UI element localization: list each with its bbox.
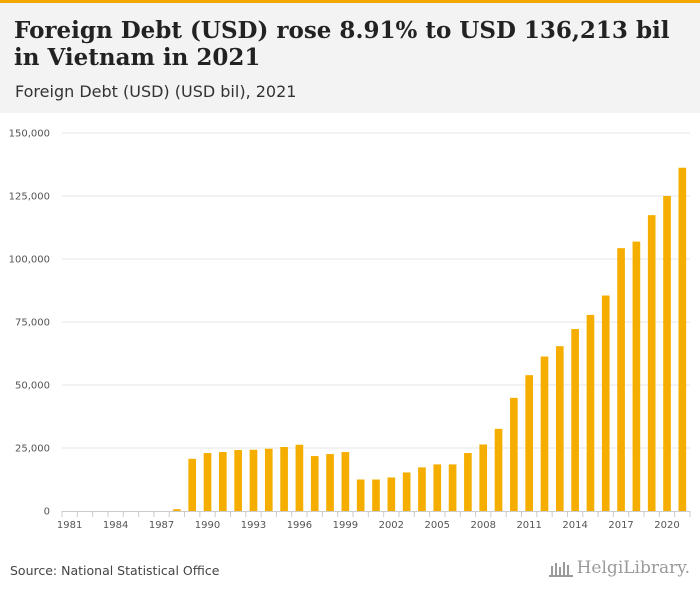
bar-2000 bbox=[356, 479, 365, 511]
bar-2002 bbox=[387, 477, 396, 511]
x-tick-label: 2017 bbox=[608, 520, 633, 531]
y-tick-label: 100,000 bbox=[9, 255, 50, 266]
chart-title: Foreign Debt (USD) rose 8.91% to USD 136… bbox=[14, 17, 670, 71]
gridlines bbox=[62, 132, 690, 449]
helgilibrary-logo[interactable]: HelgiLibrary. bbox=[548, 558, 690, 578]
bar-1999 bbox=[341, 452, 350, 511]
bar-1991 bbox=[219, 452, 227, 511]
x-tick-label: 2008 bbox=[470, 520, 495, 531]
chart-header: Foreign Debt (USD) rose 8.91% to USD 136… bbox=[0, 3, 700, 113]
library-building-icon bbox=[548, 562, 573, 577]
bar-2009 bbox=[494, 428, 503, 511]
bar-1995 bbox=[280, 446, 288, 511]
bar-1988 bbox=[173, 509, 181, 511]
x-tick-label: 2005 bbox=[425, 520, 450, 531]
bar-1989 bbox=[188, 458, 197, 511]
bar-2012 bbox=[540, 356, 549, 511]
bar-2005 bbox=[433, 464, 442, 511]
bar-2013 bbox=[555, 346, 564, 511]
bar-2016 bbox=[601, 295, 610, 511]
y-axis-tick-labels: 0 25,000 50,000 75,000 100,000 125,000 150,000 bbox=[9, 129, 50, 518]
bar-2006 bbox=[448, 464, 457, 511]
x-tick-label: 2002 bbox=[379, 520, 404, 531]
x-tick-label: 1981 bbox=[57, 520, 82, 531]
top-accent-rule bbox=[0, 0, 700, 3]
y-tick-label: 50,000 bbox=[15, 381, 50, 392]
bar-1990 bbox=[203, 453, 212, 511]
bar-2003 bbox=[402, 472, 411, 511]
x-tick-label: 2014 bbox=[562, 520, 587, 531]
bar-2004 bbox=[418, 467, 426, 511]
bar-2015 bbox=[586, 314, 595, 511]
bar-2021 bbox=[678, 167, 687, 512]
bar-2010 bbox=[510, 397, 518, 511]
bar-1997 bbox=[310, 456, 319, 511]
x-tick-label: 1999 bbox=[333, 520, 358, 531]
bars bbox=[173, 167, 687, 512]
bar-1993 bbox=[249, 449, 258, 511]
bar-2011 bbox=[525, 375, 533, 511]
x-tick-label: 1984 bbox=[103, 520, 128, 531]
x-tick-label: 1993 bbox=[241, 520, 266, 531]
bar-2017 bbox=[617, 248, 625, 511]
y-tick-label: 150,000 bbox=[9, 129, 50, 140]
x-axis: 1981 1984 1987 1990 1993 1996 1999 2002 2005 2008… bbox=[57, 511, 691, 531]
chart-subtitle: Foreign Debt (USD) (USD bil), 2021 bbox=[15, 82, 297, 101]
bar-chart: 0 25,000 50,000 75,000 100,000 125,000 150,000… bbox=[9, 129, 691, 531]
y-tick-label: 0 bbox=[44, 507, 50, 518]
bar-2014 bbox=[571, 329, 579, 511]
bar-1996 bbox=[295, 444, 304, 511]
x-tick-label: 1996 bbox=[287, 520, 312, 531]
x-tick-label: 1987 bbox=[149, 520, 174, 531]
x-tick-label: 1990 bbox=[195, 520, 220, 531]
y-tick-label: 25,000 bbox=[15, 444, 50, 455]
bar-2007 bbox=[464, 453, 472, 511]
x-tick-label: 2011 bbox=[516, 520, 541, 531]
x-tick-label: 2020 bbox=[654, 520, 679, 531]
bar-1998 bbox=[326, 454, 334, 511]
bar-2008 bbox=[479, 444, 488, 511]
bar-2018 bbox=[632, 241, 641, 511]
bar-1994 bbox=[264, 448, 273, 511]
bar-2001 bbox=[372, 479, 380, 511]
bar-2020 bbox=[663, 196, 671, 511]
bar-2019 bbox=[647, 215, 656, 511]
source-note: Source: National Statistical Office bbox=[10, 563, 220, 578]
y-tick-label: 75,000 bbox=[15, 318, 50, 329]
bar-1992 bbox=[234, 450, 242, 511]
y-tick-label: 125,000 bbox=[9, 192, 50, 203]
logo-text: HelgiLibrary. bbox=[576, 558, 690, 578]
